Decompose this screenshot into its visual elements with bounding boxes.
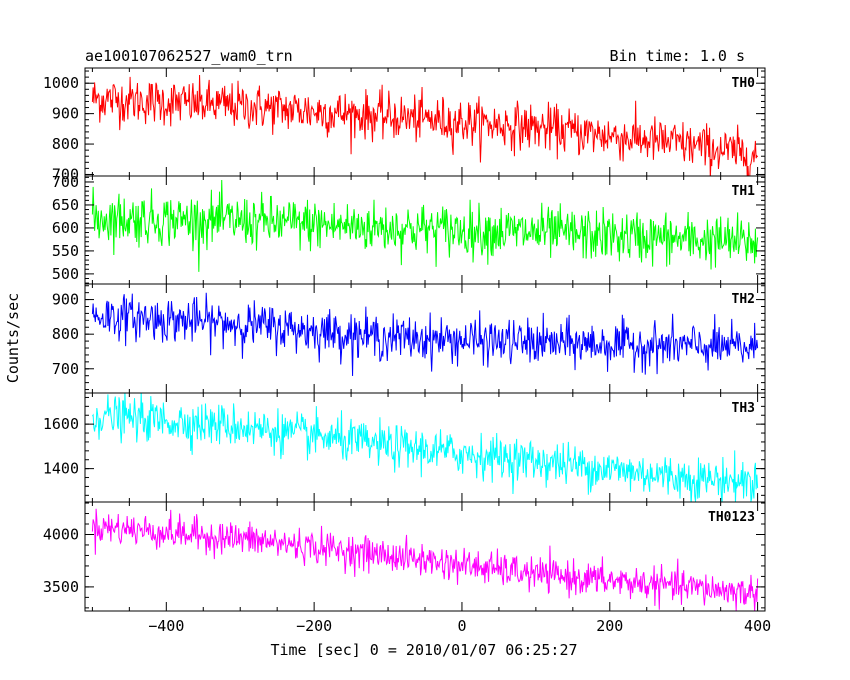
y-tick-label: 800 bbox=[52, 325, 79, 343]
panels-group: 700 800 900 1000 TH0 500 550 600 650 700 TH1 700 800… bbox=[43, 67, 771, 635]
panel-frame bbox=[84, 67, 766, 177]
y-tick-label: 900 bbox=[52, 105, 79, 123]
x-tick-label: −400 bbox=[148, 617, 184, 635]
series-line-th0 bbox=[91, 75, 759, 176]
y-tick-label: 4000 bbox=[43, 525, 79, 543]
panel-th0123: 3500 4000 TH0123 bbox=[43, 501, 766, 612]
bin-time-label: Bin time: 1.0 s bbox=[610, 47, 745, 65]
x-tick-label: 200 bbox=[596, 617, 623, 635]
x-axis-label: Time [sec] 0 = 2010/01/07 06:25:27 bbox=[270, 641, 577, 659]
chart-title: ae100107062527_wam0_trn bbox=[85, 47, 293, 65]
panel-label: TH3 bbox=[732, 401, 755, 416]
panel-th3: 1400 1600 TH3 bbox=[43, 392, 766, 503]
y-tick-label: 800 bbox=[52, 135, 79, 153]
x-tick-label: 400 bbox=[744, 617, 771, 635]
y-tick-label: 1400 bbox=[43, 460, 79, 478]
x-tick-label: 0 bbox=[457, 617, 466, 635]
panel-th0: 700 800 900 1000 TH0 bbox=[43, 67, 766, 183]
panel-label: TH2 bbox=[732, 292, 755, 307]
series-line-th0123 bbox=[91, 508, 759, 611]
y-tick-label: 700 bbox=[52, 165, 79, 183]
y-tick-label: 1000 bbox=[43, 74, 79, 92]
panel-th2: 700 800 900 TH2 bbox=[52, 283, 766, 394]
panel-label: TH0123 bbox=[708, 510, 755, 525]
y-tick-label: 1600 bbox=[43, 415, 79, 433]
y-tick-label: 3500 bbox=[43, 578, 79, 596]
panel-frame bbox=[84, 501, 766, 612]
series-line-th1 bbox=[91, 179, 759, 272]
y-tick-label: 900 bbox=[52, 291, 79, 309]
y-tick-label: 550 bbox=[52, 242, 79, 260]
panel-th1: 500 550 600 650 700 TH1 bbox=[52, 173, 766, 285]
x-tick-label: −200 bbox=[296, 617, 332, 635]
panel-label: TH0 bbox=[732, 76, 756, 91]
y-tick-label: 650 bbox=[52, 196, 79, 214]
y-tick-label: 600 bbox=[52, 219, 79, 237]
series-line-th2 bbox=[91, 292, 759, 376]
y-axis-label: Counts/sec bbox=[4, 293, 22, 383]
panel-label: TH1 bbox=[732, 184, 756, 199]
y-tick-label: 500 bbox=[52, 265, 79, 283]
y-tick-label: 700 bbox=[52, 173, 79, 191]
series-line-th3 bbox=[91, 393, 759, 502]
y-tick-label: 700 bbox=[52, 360, 79, 378]
